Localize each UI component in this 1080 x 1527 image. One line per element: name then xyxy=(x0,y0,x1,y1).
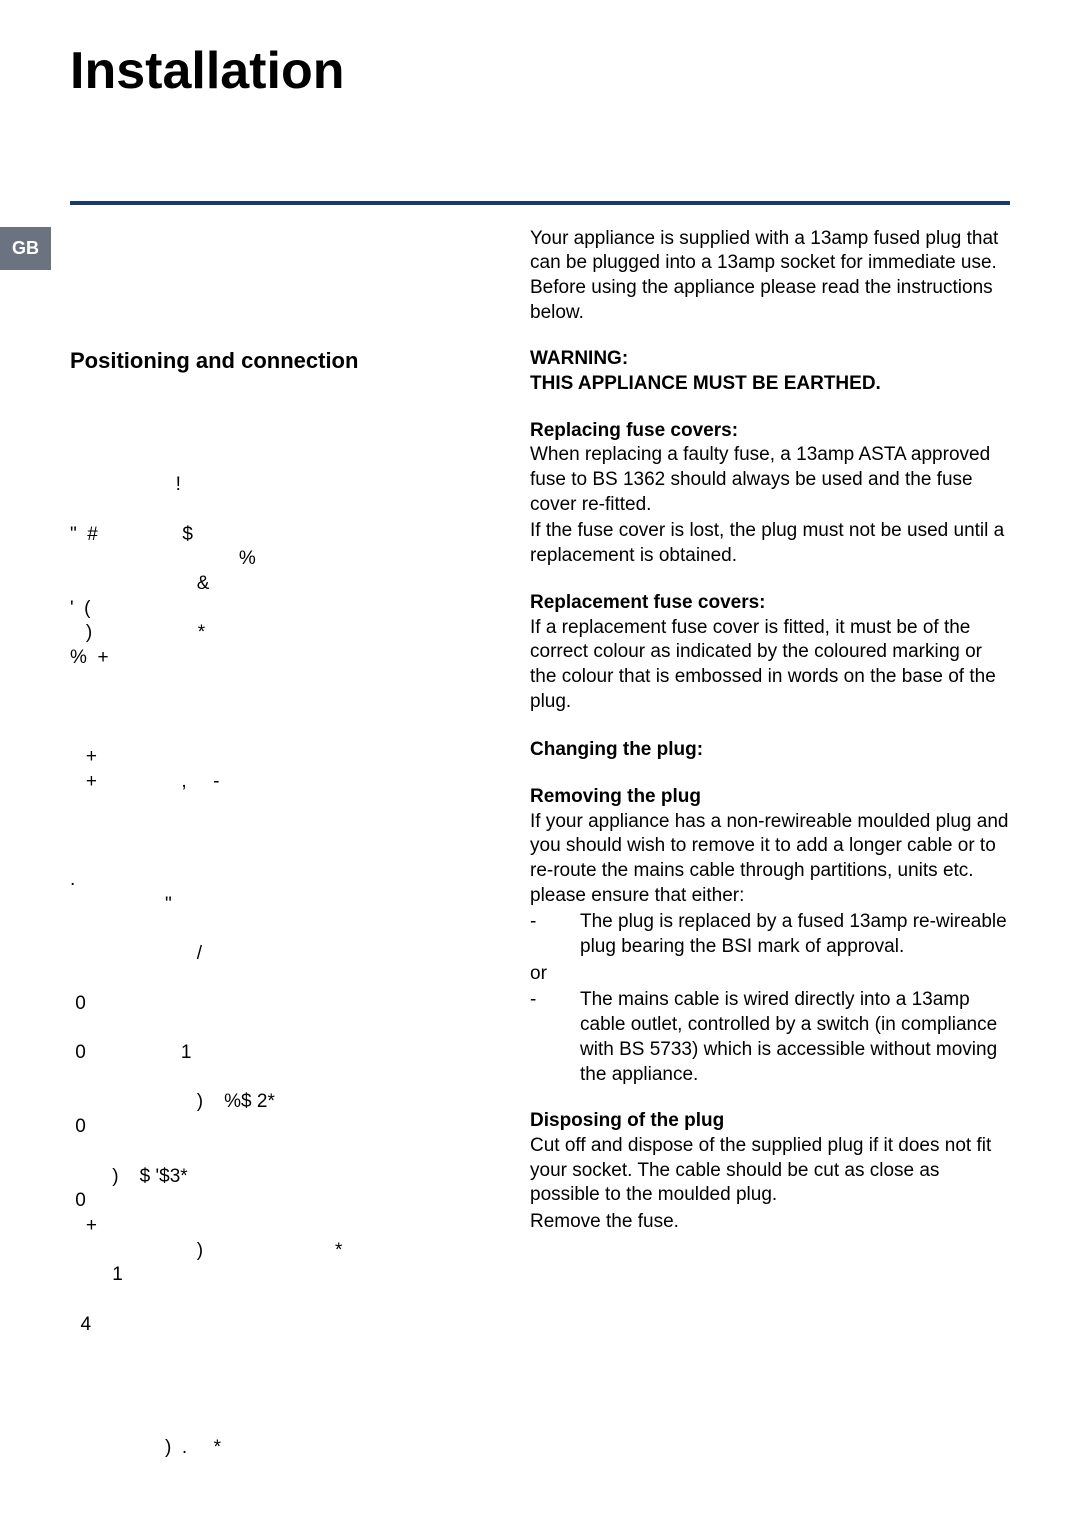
content-columns: GB Positioning and connection ! " # $ % … xyxy=(70,227,1010,1461)
language-badge: GB xyxy=(0,227,51,270)
changing-plug-heading: Changing the plug: xyxy=(530,738,1010,763)
replacing-fuse-body1: When replacing a faulty fuse, a 13amp AS… xyxy=(530,443,1010,517)
right-column: Your appliance is supplied with a 13amp … xyxy=(530,227,1010,1461)
warning-label: WARNING: xyxy=(530,347,1010,372)
replacing-fuse-body2: If the fuse cover is lost, the plug must… xyxy=(530,519,1010,568)
disposing-plug-body1: Cut off and dispose of the supplied plug… xyxy=(530,1134,1010,1208)
replacing-fuse-heading: Replacing fuse covers: xyxy=(530,419,1010,444)
intro-paragraph: Your appliance is supplied with a 13amp … xyxy=(530,227,1010,326)
removing-plug-body: If your appliance has a non-rewireable m… xyxy=(530,810,1010,909)
positioning-heading: Positioning and connection xyxy=(70,347,500,376)
warning-block: WARNING: THIS APPLIANCE MUST BE EARTHED. xyxy=(530,347,1010,396)
warning-text: THIS APPLIANCE MUST BE EARTHED. xyxy=(530,372,1010,397)
or-text: or xyxy=(530,962,1010,987)
page-title: Installation xyxy=(70,38,1010,106)
list-item: The plug is replaced by a fused 13amp re… xyxy=(580,910,1010,959)
list-item: The mains cable is wired directly into a… xyxy=(580,988,1010,1087)
garbled-text-block: ! " # $ % & ' ( ) * % + + + , - . " xyxy=(70,399,500,1461)
section-divider xyxy=(70,201,1010,205)
disposing-plug-body2: Remove the fuse. xyxy=(530,1210,1010,1235)
replacement-fuse-heading: Replacement fuse covers: xyxy=(530,591,1010,616)
plug-option-list-2: The mains cable is wired directly into a… xyxy=(530,988,1010,1087)
disposing-plug-heading: Disposing of the plug xyxy=(530,1109,1010,1134)
replacement-fuse-body: If a replacement fuse cover is fitted, i… xyxy=(530,616,1010,715)
left-column: GB Positioning and connection ! " # $ % … xyxy=(70,227,500,1461)
plug-option-list: The plug is replaced by a fused 13amp re… xyxy=(530,910,1010,959)
removing-plug-heading: Removing the plug xyxy=(530,785,1010,810)
